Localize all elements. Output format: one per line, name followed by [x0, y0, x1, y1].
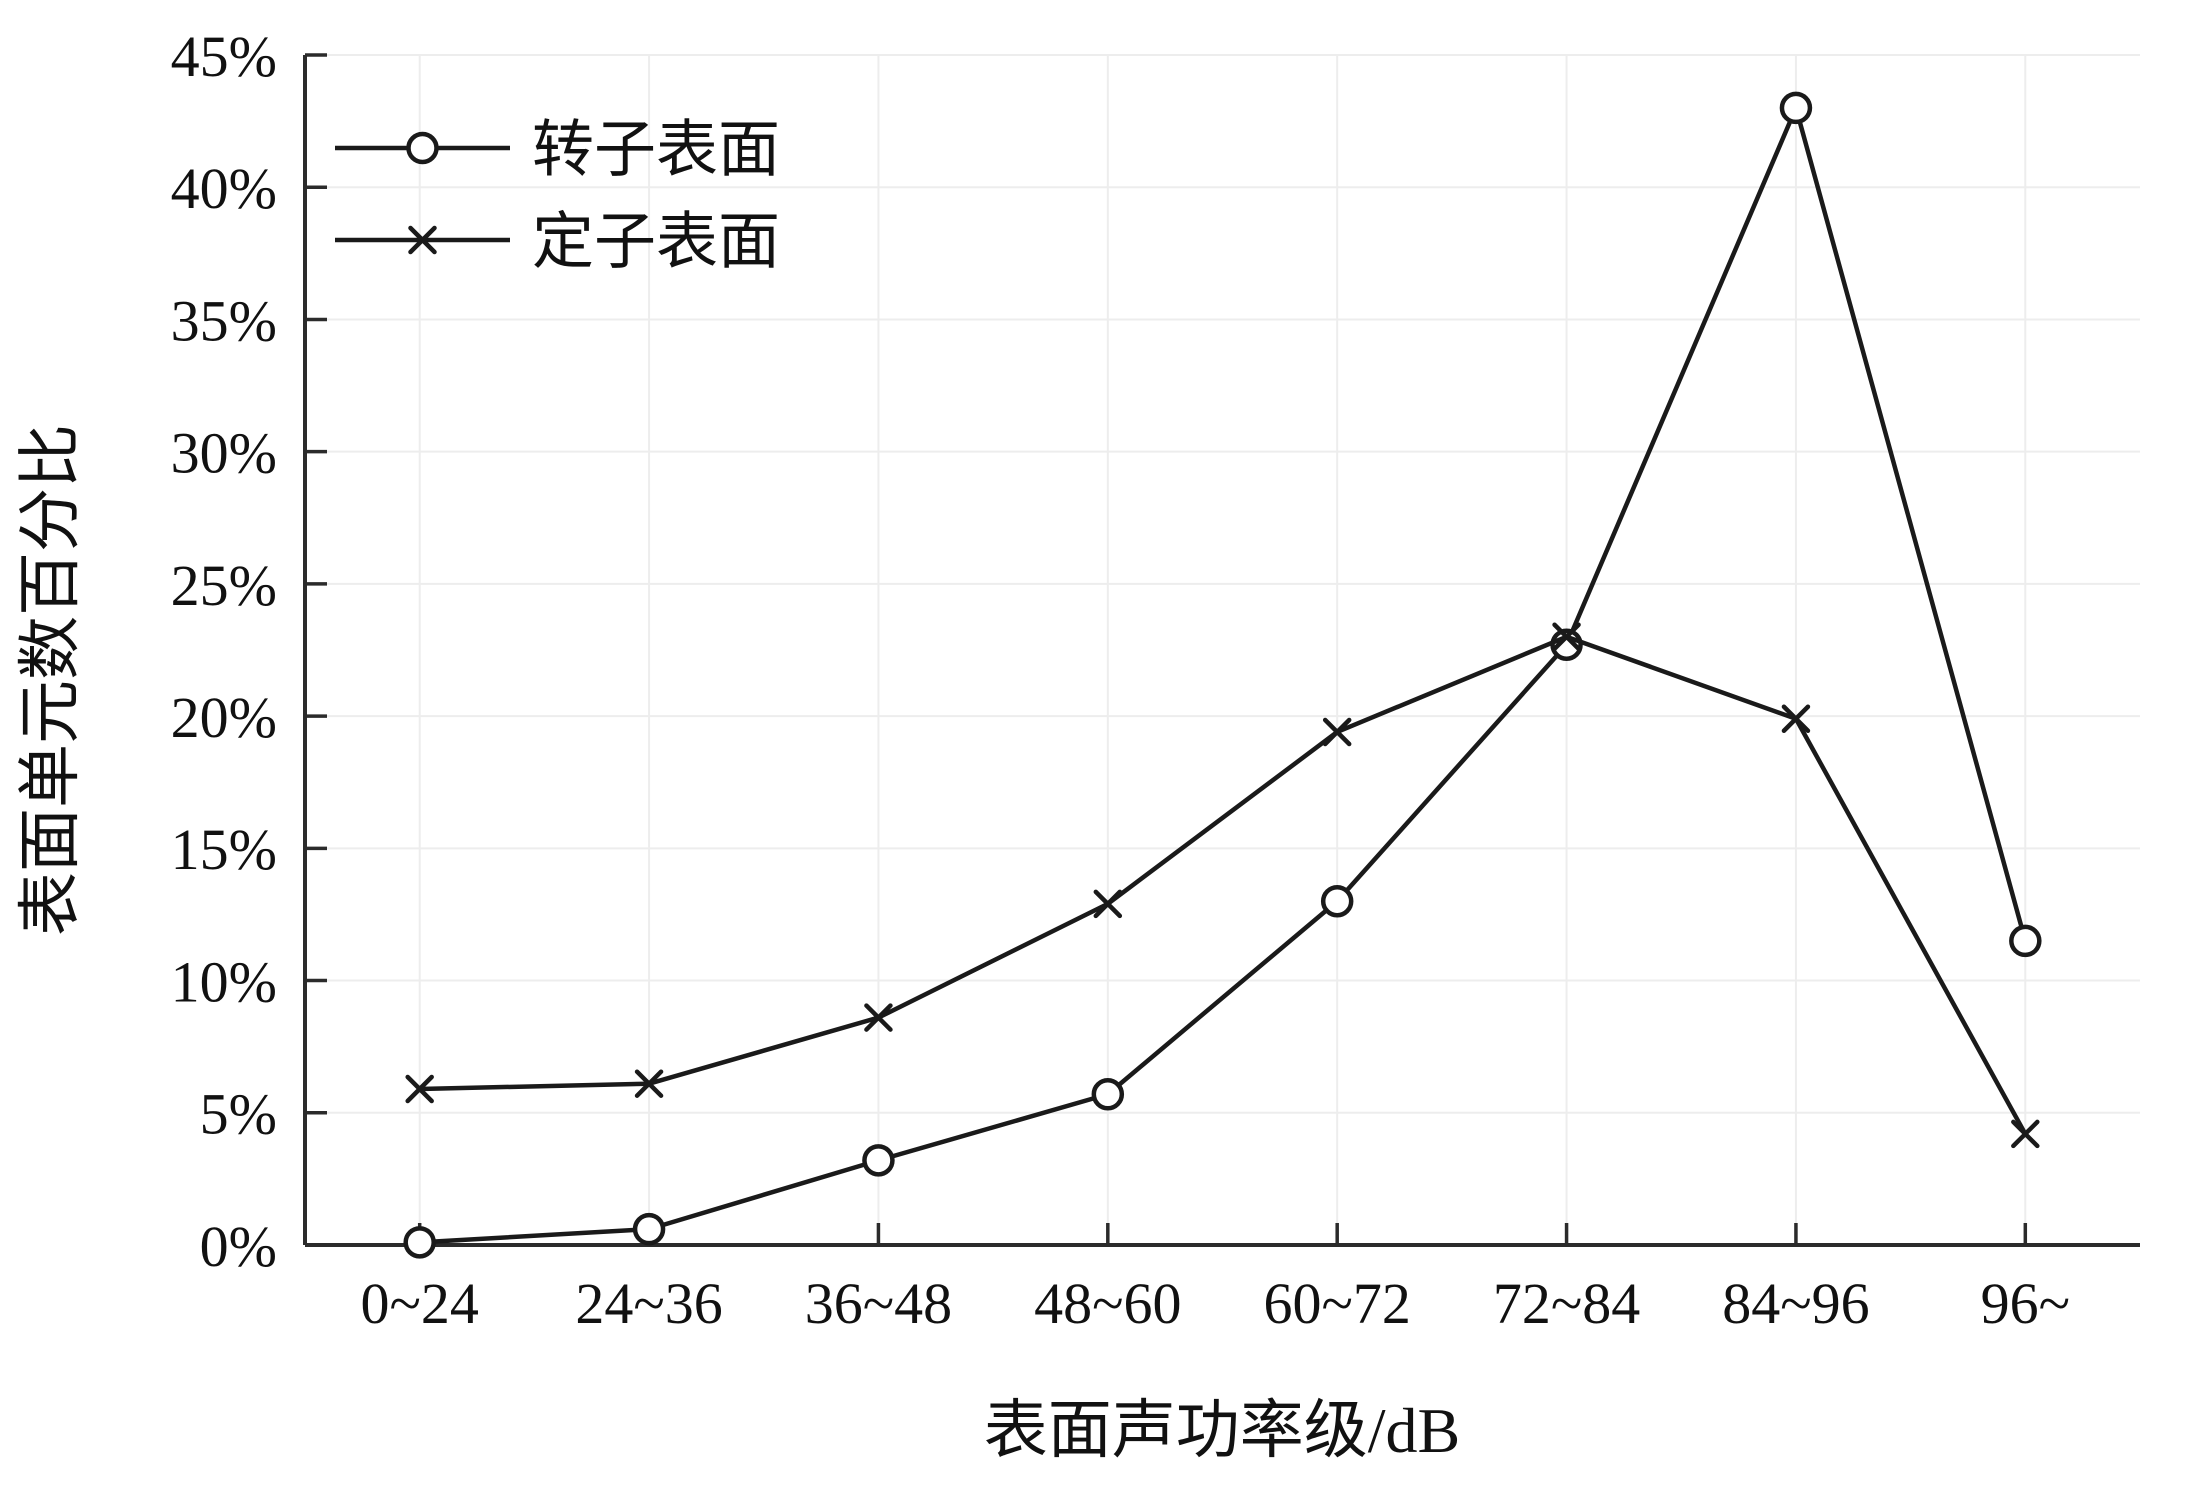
circle-marker [632, 1212, 666, 1246]
y-tick-label: 35% [171, 288, 277, 353]
x-tick-label: 48~60 [1034, 1271, 1181, 1336]
circle-marker [1091, 1078, 1125, 1111]
y-tick-label: 30% [171, 421, 277, 486]
x-tick-label: 96~ [1981, 1271, 2070, 1336]
circle-marker [862, 1144, 895, 1177]
legend-label: 转子表面 [532, 116, 780, 184]
grid-layer [305, 54, 2140, 1246]
x-marker [634, 1069, 664, 1098]
circle-marker [1779, 91, 1813, 125]
circle-marker [1320, 884, 1354, 918]
circle-marker [403, 1226, 436, 1259]
x-tick-label: 72~84 [1493, 1271, 1640, 1336]
x-marker [864, 1003, 893, 1032]
y-tick-label: 40% [171, 156, 277, 221]
x-tick-label: 36~48 [805, 1271, 952, 1336]
x-marker [1322, 717, 1352, 747]
y-tick-label: 10% [171, 949, 277, 1014]
x-tick-label: 60~72 [1263, 1271, 1410, 1336]
y-tick-label: 25% [171, 553, 277, 618]
y-axis-title: 表面单元数百分比 [15, 424, 86, 936]
y-tick-label: 20% [171, 685, 277, 750]
y-tick-label: 5% [200, 1082, 277, 1147]
x-marker [1552, 622, 1581, 652]
legend-item: 转子表面 [335, 116, 780, 184]
series-layer [403, 91, 2042, 1259]
legend-label: 定子表面 [532, 208, 780, 276]
circle-marker [406, 131, 439, 165]
circle-marker [2009, 924, 2042, 958]
x-marker [1781, 704, 1811, 734]
series-circle [403, 91, 2042, 1259]
series-line [417, 634, 2028, 1137]
x-axis-title: 表面声功率级/dB [984, 1395, 1460, 1466]
x-marker [1093, 889, 1123, 919]
x-marker [2011, 1119, 2040, 1149]
x-tick-label: 24~36 [575, 1271, 722, 1336]
series-x [405, 622, 2040, 1149]
legend-item: 定子表面 [335, 208, 780, 276]
y-tick-label: 15% [171, 817, 277, 882]
axis-layer: 0% 5% 10% 15% 20% 25% 30% 35% 40% 45% 0~24 24~36 36~… [171, 24, 2140, 1336]
y-tick-label: 0% [200, 1214, 277, 1279]
series-line [417, 105, 2028, 1245]
x-tick-label: 0~24 [360, 1271, 478, 1336]
y-tick-label: 45% [171, 24, 277, 89]
x-tick-label: 84~96 [1722, 1271, 1869, 1336]
x-marker [405, 1074, 434, 1104]
x-marker [408, 225, 437, 255]
